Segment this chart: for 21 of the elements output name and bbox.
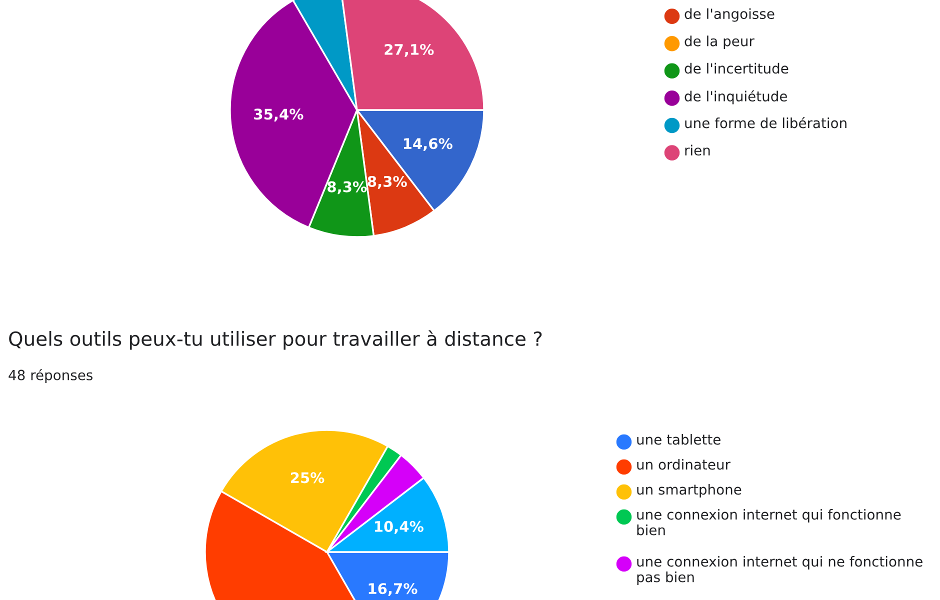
legend-label: de l'inquiétude — [684, 90, 788, 104]
legend-label: une forme de libération — [685, 116, 846, 128]
text: 48 réponses — [8, 369, 92, 383]
legend-label: un smartphone — [637, 484, 742, 498]
data-label: 14,6% — [404, 138, 452, 151]
legend-label: une connexion internet qui fonctionne bien — [637, 509, 901, 536]
legend-label: un ordinateur — [637, 459, 730, 470]
data-label: 16,7% — [368, 583, 418, 596]
data-label: 35,4% — [254, 108, 304, 122]
legend-label: de l'angoisse — [684, 8, 774, 22]
data-label: 10,4% — [374, 520, 424, 534]
data-label: 25% — [290, 472, 324, 484]
chart-title: Quels outils peux-tu utiliser pour travailler à distance ? — [9, 330, 542, 350]
legend-label: de la peur — [684, 36, 754, 50]
data-label: 27,1% — [384, 44, 434, 57]
data-label: 8,3% — [328, 181, 367, 194]
data-label: 8,3% — [368, 176, 407, 189]
legend-label: une connexion internet qui ne fonctionne pas bien — [637, 556, 922, 585]
legend-label: une tablette — [637, 434, 720, 445]
legend-label: de l'incertitude — [684, 62, 788, 74]
legend-label: rien — [685, 144, 710, 156]
